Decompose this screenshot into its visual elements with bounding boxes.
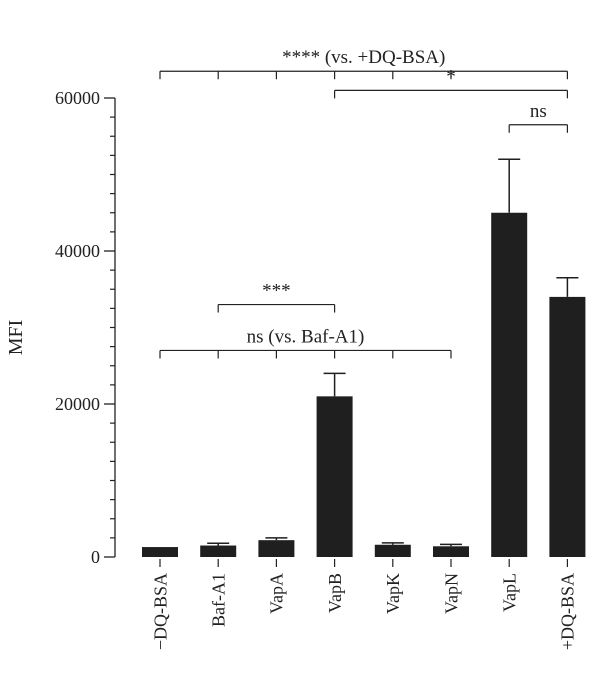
bar xyxy=(491,212,528,557)
bar xyxy=(142,547,178,557)
bars xyxy=(142,158,586,557)
significance-bracket: **** (vs. +DQ-BSA) xyxy=(159,47,569,80)
x-tick-label: −DQ-BSA xyxy=(150,573,170,650)
y-tick-label: 60000 xyxy=(55,88,100,108)
significance-label: ns (vs. Baf-A1) xyxy=(247,326,365,347)
x-tick-label: VapB xyxy=(325,573,345,613)
significance-label: *** xyxy=(262,281,291,302)
significance-brackets: **** (vs. +DQ-BSA)* ns *** ns (vs. Baf-A1) xyxy=(159,47,569,359)
y-axis-label: MFI xyxy=(5,320,27,356)
x-tick-label: VapN xyxy=(441,573,461,614)
bar xyxy=(433,546,469,557)
bar xyxy=(549,296,586,557)
x-tick-label: VapK xyxy=(383,573,403,614)
significance-bracket: *** xyxy=(217,281,336,313)
bar xyxy=(316,396,353,557)
x-tick-label: VapL xyxy=(500,573,520,612)
x-tick-label: +DQ-BSA xyxy=(558,573,578,650)
y-tick-label: 0 xyxy=(91,547,100,567)
bar xyxy=(200,545,237,557)
x-tick-label: Baf-A1 xyxy=(208,573,228,627)
bar xyxy=(258,540,295,557)
x-tick-label: VapA xyxy=(267,573,287,614)
significance-bracket: ns xyxy=(508,101,569,133)
axes: 0 20000 40000 60000 −DQ-BSA Baf-A1 VapA VapB Vap… xyxy=(55,88,578,650)
significance-label: ns xyxy=(530,101,547,122)
y-tick-label: 40000 xyxy=(55,241,100,261)
significance-bracket: ns (vs. Baf-A1) xyxy=(159,326,452,359)
bar xyxy=(374,544,411,557)
y-tick-label: 20000 xyxy=(55,394,100,414)
significance-label: **** (vs. +DQ-BSA) xyxy=(282,47,445,68)
significance-bracket: * xyxy=(334,66,569,99)
significance-label: * xyxy=(446,66,456,87)
